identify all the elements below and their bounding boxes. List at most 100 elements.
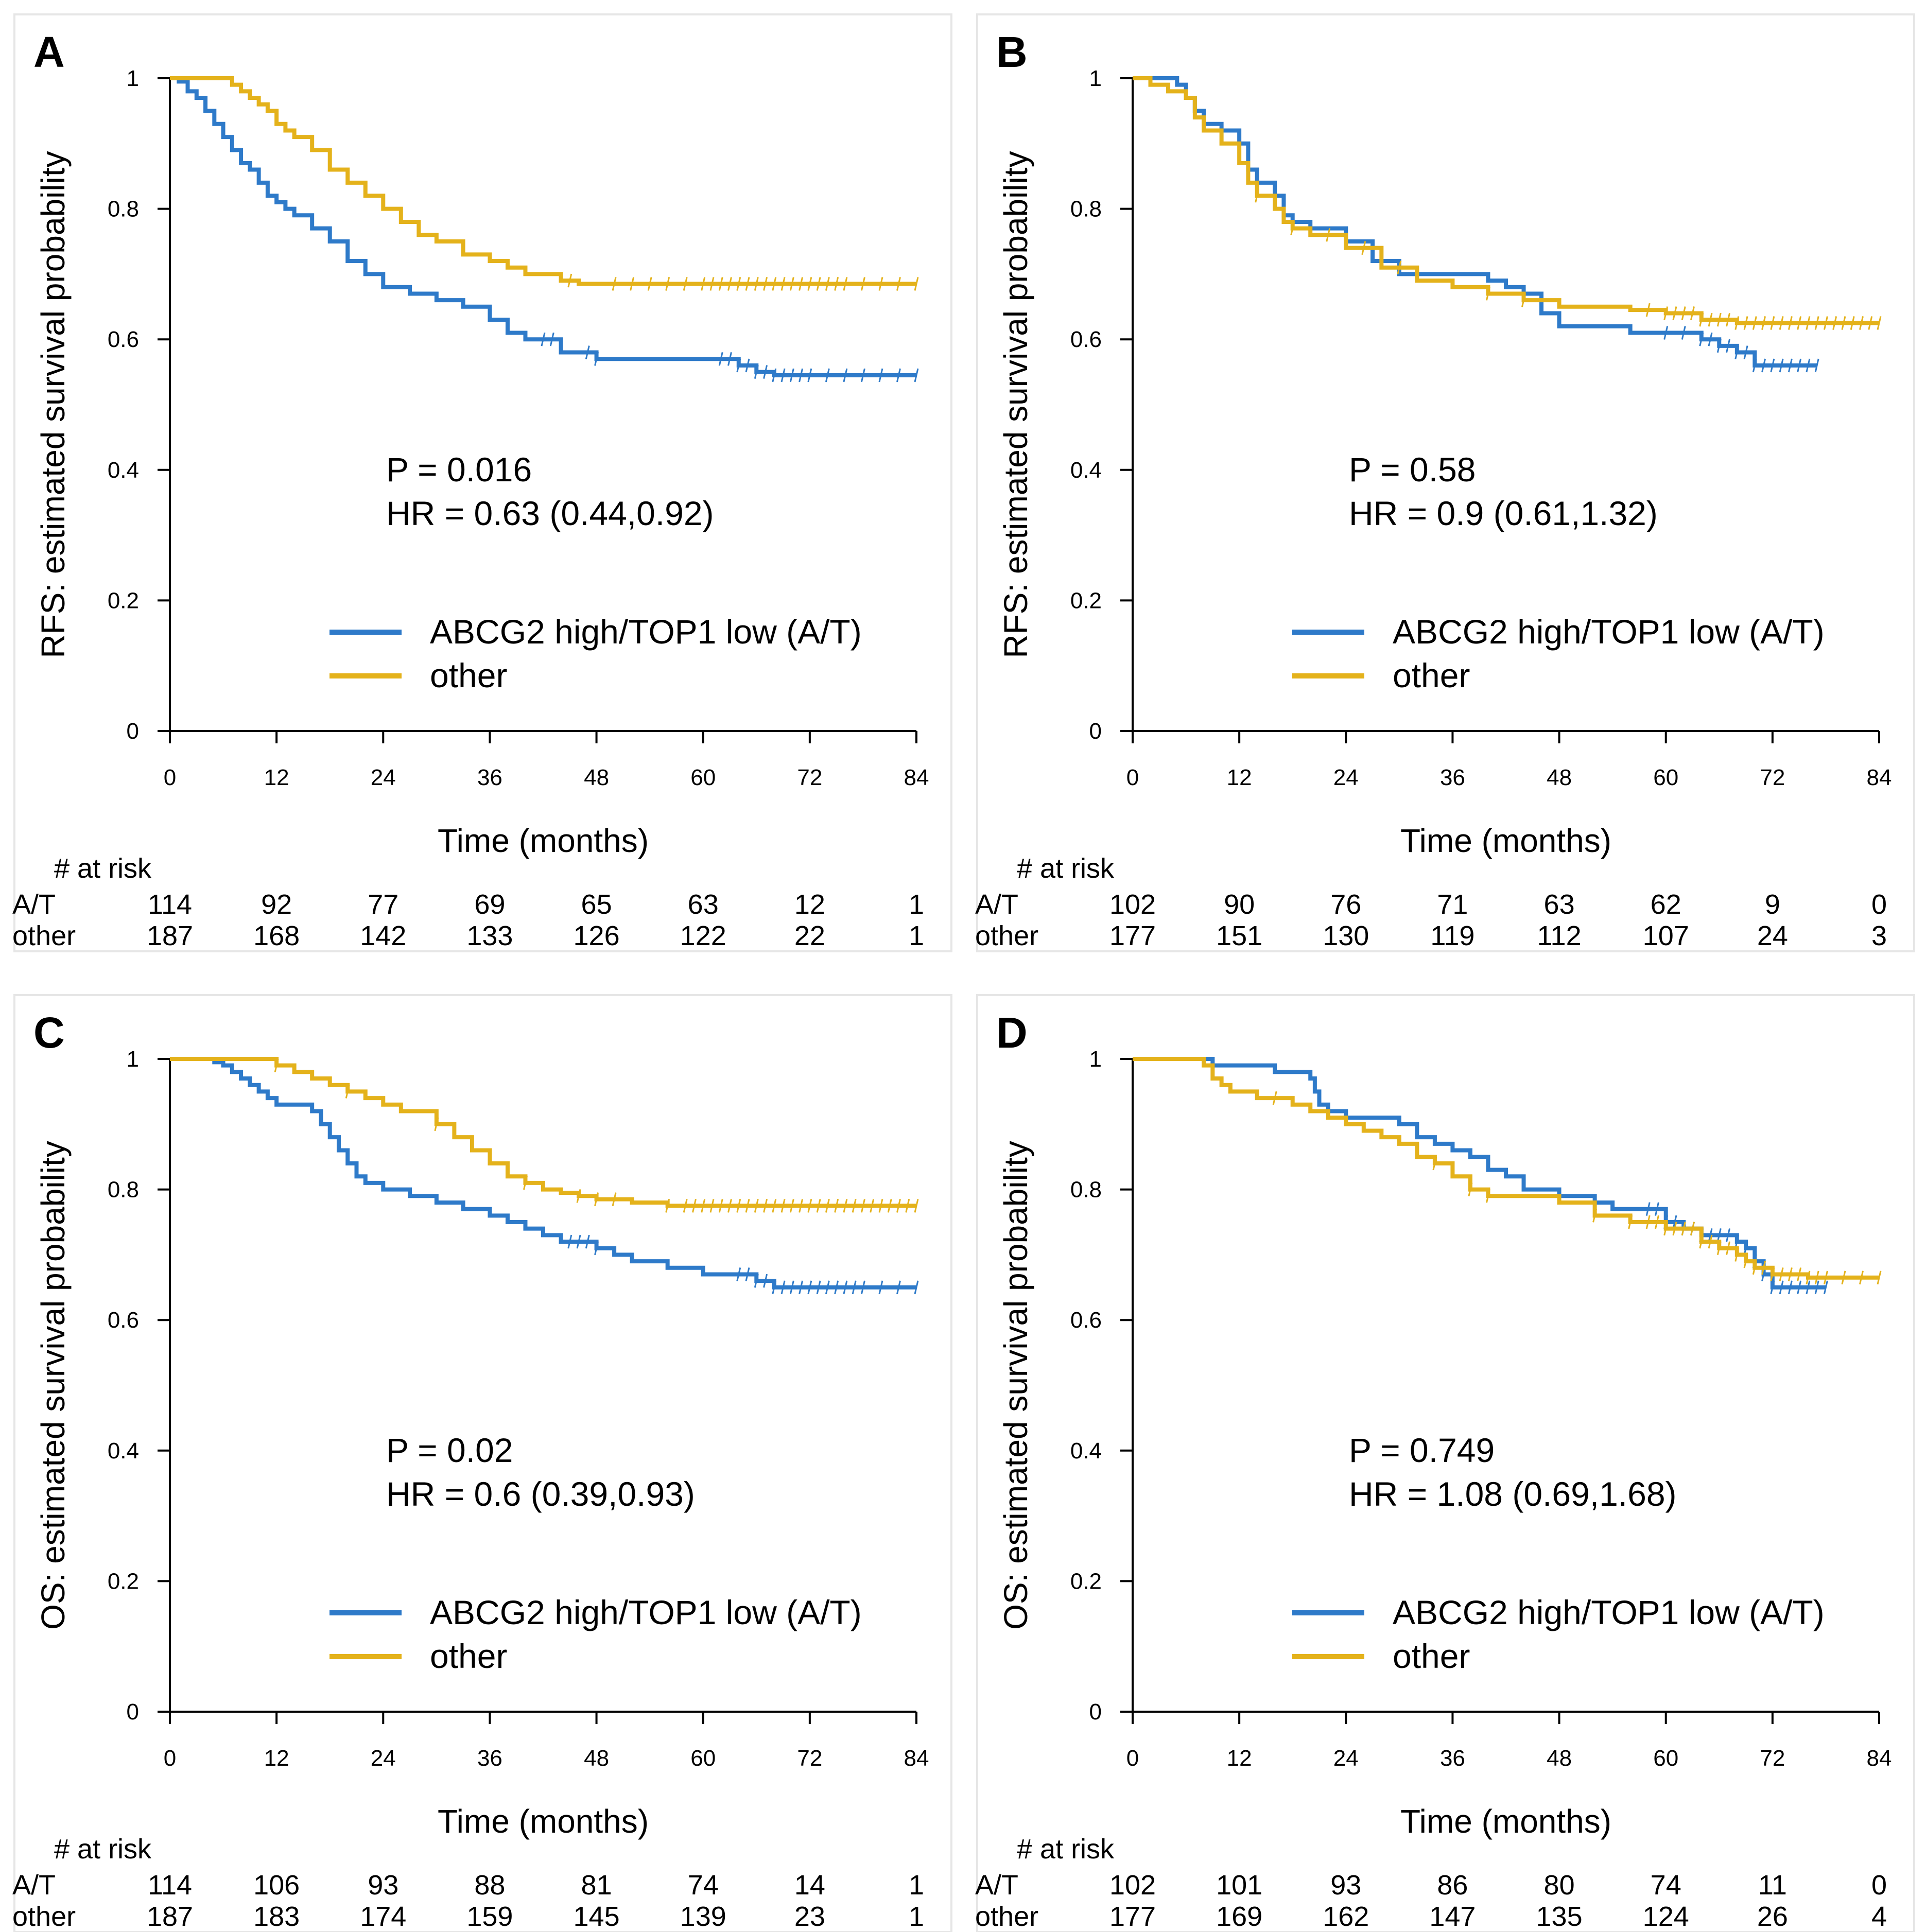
- censor-mark-other: [1841, 316, 1846, 330]
- y-tick-label: 0.4: [1070, 1438, 1102, 1464]
- censor-mark-other: [701, 1198, 706, 1213]
- censor-mark-other: [1716, 1241, 1722, 1256]
- risk-row-label-at: A/T: [12, 1870, 56, 1901]
- censor-mark-at: [789, 368, 794, 382]
- censor-mark-other: [1859, 316, 1864, 330]
- x-tick-label: 24: [371, 765, 396, 790]
- censor-mark-at: [825, 1280, 830, 1295]
- censor-mark-other: [860, 1198, 865, 1213]
- censor-mark-at: [780, 1280, 786, 1295]
- risk-count-other: 23: [794, 1901, 825, 1932]
- risk-count-at: 74: [1651, 1870, 1681, 1901]
- censor-mark-other: [1877, 1270, 1882, 1285]
- y-tick-label: 1: [1089, 1047, 1102, 1072]
- x-tick-label: 24: [371, 1746, 396, 1771]
- censor-mark-at: [1797, 1280, 1802, 1295]
- censor-mark-at: [816, 1280, 821, 1295]
- censor-mark-other: [1806, 1270, 1811, 1285]
- risk-count-other: 119: [1430, 920, 1474, 951]
- censor-mark-at: [914, 368, 919, 382]
- censor-mark-at: [763, 365, 768, 379]
- censor-mark-at: [780, 368, 786, 382]
- censor-mark-other: [1486, 1189, 1490, 1203]
- y-tick-label: 0.8: [1070, 197, 1102, 222]
- risk-count-other: 177: [1109, 1901, 1156, 1932]
- x-tick-label: 84: [1867, 765, 1892, 790]
- censor-mark-at: [594, 1241, 599, 1256]
- risk-count-at: 71: [1437, 889, 1468, 920]
- censor-mark-at: [1788, 1280, 1793, 1295]
- censor-mark-at: [549, 332, 554, 346]
- censor-mark-at: [754, 1274, 759, 1288]
- censor-mark-at: [1699, 332, 1704, 346]
- x-tick-label: 48: [584, 765, 609, 790]
- censor-mark-at: [807, 1280, 812, 1295]
- censor-mark-other: [1521, 293, 1526, 307]
- censor-mark-other: [1699, 1234, 1704, 1249]
- x-tick-label: 12: [264, 1746, 289, 1771]
- censor-mark-at: [1823, 1280, 1828, 1295]
- panel-frame: [13, 994, 952, 1932]
- legend-label-at: ABCG2 high/TOP1 low (A/T): [430, 613, 862, 651]
- censor-mark-other: [887, 1198, 892, 1213]
- risk-count-at: 102: [1109, 889, 1156, 920]
- censor-mark-at: [1797, 358, 1802, 373]
- risk-count-at: 92: [261, 889, 292, 920]
- censor-mark-other: [1663, 306, 1669, 320]
- x-tick-label: 84: [904, 765, 929, 790]
- risk-count-at: 1: [909, 889, 924, 920]
- x-tick-label: 36: [477, 1746, 502, 1771]
- risk-count-other: 22: [794, 920, 825, 951]
- censor-mark-at: [1716, 1228, 1722, 1242]
- censor-mark-other: [1752, 316, 1757, 330]
- risk-count-at: 9: [1765, 889, 1780, 920]
- risk-count-other: 3: [1871, 920, 1887, 951]
- x-tick-label: 0: [1126, 1746, 1139, 1771]
- risk-count-at: 90: [1224, 889, 1255, 920]
- censor-mark-other: [807, 277, 812, 291]
- censor-mark-other: [1832, 316, 1837, 330]
- censor-mark-at: [1779, 358, 1784, 373]
- survival-curve-at: [170, 1057, 916, 1290]
- risk-count-at: 76: [1330, 889, 1361, 920]
- censor-mark-other: [1672, 306, 1677, 320]
- risk-count-other: 133: [466, 920, 513, 951]
- risk-count-other: 147: [1429, 1901, 1476, 1932]
- censor-mark-other: [1432, 1156, 1437, 1171]
- risk-table-header: # at risk: [1017, 1834, 1115, 1865]
- risk-count-other: 142: [360, 920, 406, 951]
- censor-mark-at: [1726, 339, 1731, 353]
- x-tick-label: 60: [1653, 765, 1678, 790]
- censor-mark-other: [1699, 312, 1704, 327]
- risk-count-other: 177: [1109, 920, 1156, 951]
- survival-curve-at: [1133, 76, 1817, 368]
- censor-mark-other: [1690, 306, 1695, 320]
- censor-mark-at: [772, 1280, 777, 1295]
- x-tick-label: 0: [164, 765, 176, 790]
- y-tick-label: 0.8: [108, 197, 139, 222]
- censor-mark-at: [860, 1280, 865, 1295]
- censor-mark-at: [736, 358, 741, 373]
- censor-mark-at: [772, 368, 777, 382]
- censor-mark-other: [763, 1198, 768, 1213]
- y-axis-title: OS: estimated survival probability: [997, 1141, 1034, 1630]
- risk-count-at: 114: [148, 889, 192, 920]
- censor-mark-other: [745, 277, 750, 291]
- censor-mark-other: [825, 277, 830, 291]
- y-tick-label: 0: [127, 719, 139, 744]
- censor-mark-at: [1716, 339, 1722, 353]
- panel-letter: D: [996, 1008, 1028, 1057]
- censor-mark-other: [1850, 316, 1855, 330]
- x-tick-label: 0: [164, 1746, 176, 1771]
- censor-mark-other: [736, 277, 741, 291]
- censor-mark-at: [585, 345, 590, 359]
- risk-count-at: 80: [1544, 1870, 1575, 1901]
- x-tick-label: 72: [1760, 765, 1785, 790]
- censor-mark-other: [434, 1117, 439, 1132]
- survival-curve-other: [170, 76, 916, 286]
- x-tick-label: 84: [1867, 1746, 1892, 1771]
- censor-mark-at: [1743, 1241, 1748, 1256]
- risk-count-other: 159: [466, 1901, 513, 1932]
- survival-curve-other: [170, 1057, 916, 1208]
